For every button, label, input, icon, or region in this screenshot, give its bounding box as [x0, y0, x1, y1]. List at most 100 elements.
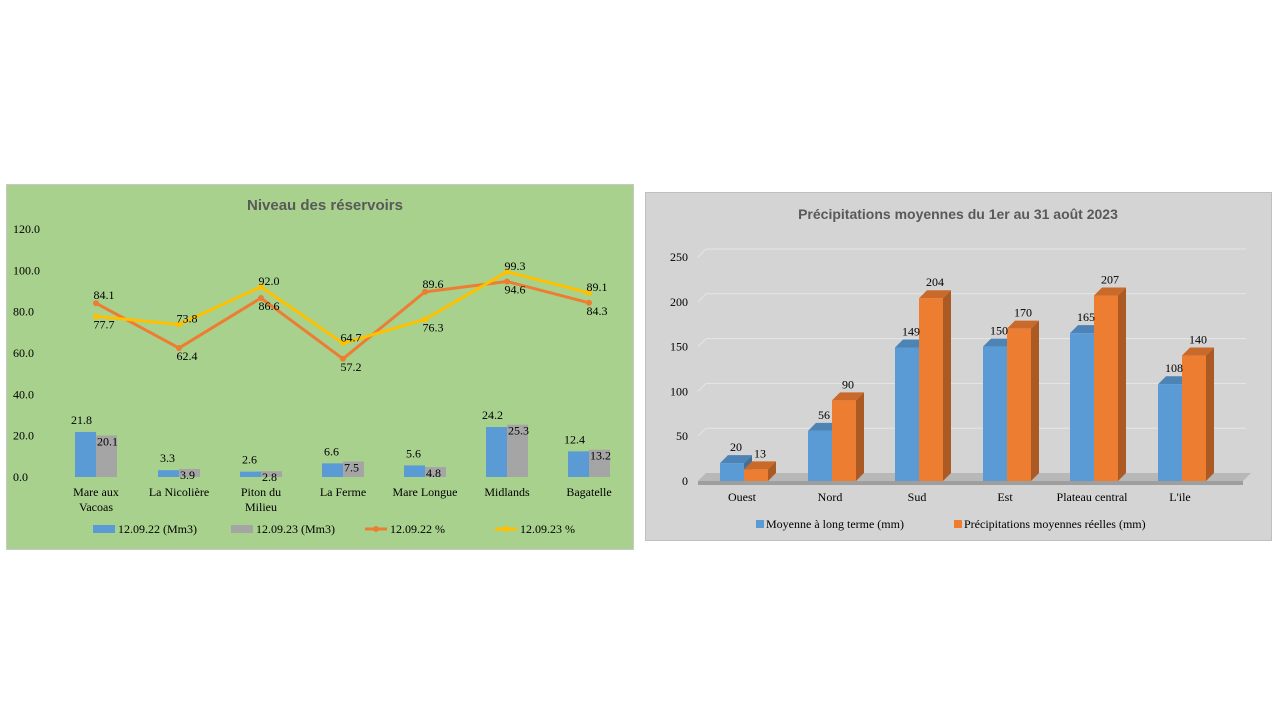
data-label: 56	[818, 408, 830, 422]
bar	[720, 463, 744, 481]
data-label: 89.1	[587, 280, 608, 294]
reservoir-level-chart: Niveau des réservoirs 0.0 20.0 40.0 60.0 80.…	[6, 184, 634, 550]
data-label: 89.6	[423, 277, 444, 291]
bar-side	[943, 290, 951, 481]
data-label: 207	[1101, 273, 1119, 287]
line-marker	[504, 278, 510, 285]
legend-swatch	[231, 525, 253, 533]
data-label: 64.7	[341, 330, 362, 344]
data-label: 13.2	[590, 449, 611, 463]
data-label: 84.3	[587, 304, 608, 318]
legend-label: 12.09.23 (Mm3)	[256, 522, 335, 536]
bar	[895, 347, 919, 481]
gridline	[697, 293, 707, 303]
legend-marker	[373, 526, 379, 532]
category-label: La Ferme	[320, 485, 366, 499]
data-label: 204	[926, 275, 944, 289]
data-label: 99.3	[505, 259, 526, 273]
data-label: 25.3	[508, 424, 529, 438]
y-tick-label: 0	[682, 474, 688, 488]
bar	[404, 465, 425, 477]
data-label: 13	[754, 446, 766, 460]
data-label: 150	[990, 324, 1008, 338]
y-tick-label: 50	[676, 429, 688, 443]
line-marker	[504, 268, 510, 275]
bar	[322, 463, 343, 477]
bar-side	[1118, 287, 1126, 481]
bar	[1182, 355, 1206, 481]
bar-top	[1094, 287, 1126, 296]
data-label: 2.8	[262, 470, 277, 484]
legend-marker	[503, 526, 509, 532]
bar-side	[1031, 320, 1039, 481]
bar	[507, 424, 528, 477]
line-marker	[258, 295, 264, 302]
data-label: 149	[902, 324, 920, 338]
y-tick-label: 100	[670, 384, 688, 398]
data-label: 140	[1189, 333, 1207, 347]
bar	[158, 470, 179, 477]
category-label: Ouest	[728, 490, 757, 504]
bar	[1158, 384, 1182, 481]
y-tick-label: 80.0	[13, 305, 34, 319]
gridline	[697, 383, 707, 392]
y-tick-label: 40.0	[13, 387, 34, 401]
y-tick-label: 150	[670, 340, 688, 354]
bar	[744, 469, 768, 481]
bar	[808, 430, 832, 481]
bar	[1094, 295, 1118, 481]
y-tick-label: 20.0	[13, 429, 34, 443]
reservoir-chart-canvas: Niveau des réservoirs 0.0 20.0 40.0 60.0 80.…	[13, 197, 612, 536]
data-label: 73.8	[177, 311, 198, 325]
bar	[1070, 333, 1094, 481]
data-label: 21.8	[71, 413, 92, 427]
category-label: Plateau central	[1057, 490, 1129, 504]
chart-title: Précipitations moyennes du 1er au 31 aoû…	[798, 206, 1118, 222]
data-label: 12.4	[564, 432, 585, 446]
y-tick-label: 250	[670, 250, 688, 264]
bar	[832, 400, 856, 481]
line-marker	[422, 288, 428, 295]
data-label: 6.6	[324, 444, 339, 458]
data-label: 90	[842, 377, 854, 391]
bar	[96, 435, 117, 477]
data-label: 5.6	[406, 446, 421, 460]
category-label: Milieu	[245, 500, 277, 514]
bar	[343, 461, 364, 477]
data-label: 3.9	[180, 468, 195, 482]
legend-swatch	[756, 520, 764, 528]
data-label: 20	[730, 440, 742, 454]
data-label: 4.8	[426, 466, 441, 480]
line-marker	[586, 299, 592, 306]
bar	[983, 346, 1007, 481]
data-label: 86.6	[259, 299, 280, 313]
y-tick-label: 120.0	[13, 222, 40, 236]
bar-top	[720, 455, 752, 464]
gridline	[697, 338, 707, 347]
bar	[425, 467, 446, 477]
legend-label: 12.09.22 (Mm3)	[118, 522, 197, 536]
precipitation-chart-canvas: Précipitations moyennes du 1er au 31 aoû…	[670, 206, 1251, 531]
line-marker	[93, 300, 99, 307]
line-marker	[176, 345, 182, 352]
line-marker	[422, 316, 428, 323]
data-label: 20.1	[97, 434, 118, 448]
data-label: 76.3	[423, 320, 444, 334]
data-label: 92.0	[259, 274, 280, 288]
bar	[568, 451, 589, 477]
legend-label: Moyenne à long terme (mm)	[766, 517, 904, 531]
data-label: 165	[1077, 310, 1095, 324]
bar	[261, 471, 282, 477]
category-label: Midlands	[484, 485, 530, 499]
data-label: 62.4	[177, 349, 198, 363]
bar-top	[1182, 347, 1214, 356]
y-tick-label: 60.0	[13, 346, 34, 360]
bar	[919, 298, 943, 481]
y-tick-label: 200	[670, 295, 688, 309]
legend-label: 12.09.22 %	[390, 522, 445, 536]
data-label: 24.2	[482, 408, 503, 422]
data-label: 2.6	[242, 453, 257, 467]
category-label: Piton du	[241, 485, 281, 499]
category-label: Sud	[908, 490, 927, 504]
chart-title: Niveau des réservoirs	[247, 197, 403, 214]
